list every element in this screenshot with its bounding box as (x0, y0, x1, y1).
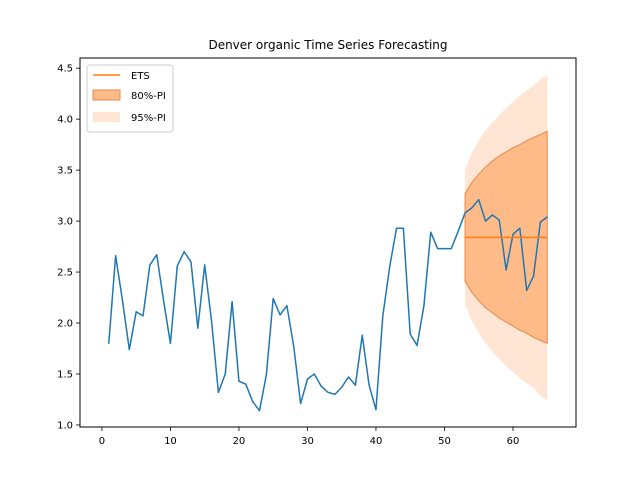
observed-point (478, 199, 480, 201)
observed-point (300, 402, 302, 405)
x-tick-label: 20 (233, 436, 246, 447)
observed-point (443, 248, 446, 250)
x-tick-label: 60 (507, 436, 520, 447)
observed-point (272, 297, 274, 300)
observed-point (265, 374, 267, 376)
observed-point (457, 230, 459, 232)
observed-point (327, 391, 329, 393)
observed-point (306, 378, 309, 380)
observed-point (347, 376, 350, 378)
y-tick-label: 4.5 (57, 64, 73, 75)
observed-point (361, 334, 363, 336)
observed-point (416, 344, 418, 347)
y-tick-label: 3.0 (57, 217, 73, 228)
y-tick-label: 2.5 (57, 268, 73, 279)
observed-point (183, 251, 185, 253)
observed-point (176, 265, 178, 267)
observed-point (423, 305, 425, 307)
observed-point (286, 305, 288, 307)
observed-point (546, 216, 548, 218)
observed-point (169, 342, 172, 345)
observed-point (368, 384, 370, 386)
legend-swatch-80pi (92, 89, 121, 101)
observed-point (539, 221, 541, 223)
observed-point (341, 386, 343, 388)
observed-point (149, 264, 151, 266)
observed-point (245, 383, 247, 385)
observed-point (354, 384, 356, 386)
series-layer (108, 198, 548, 412)
observed-point (135, 311, 137, 313)
observed-point (224, 373, 226, 375)
legend: ETS 80%-PI 95%-PI (86, 64, 174, 133)
observed-point (389, 266, 391, 268)
observed-point (484, 220, 487, 222)
observed-point (437, 248, 439, 250)
y-axis: 1.0 1.5 2.0 2.5 3.0 3.5 4.0 4.5 (57, 64, 80, 431)
observed-point (142, 315, 144, 317)
observed-point (197, 327, 199, 329)
y-tick-label: 4.0 (57, 115, 73, 126)
x-tick-label: 40 (370, 436, 383, 447)
observed-point (464, 212, 466, 214)
x-tick-label: 10 (164, 436, 177, 447)
observed-point (293, 345, 295, 348)
observed-point (258, 410, 261, 412)
x-tick-label: 0 (99, 436, 105, 447)
observed-point (313, 373, 315, 375)
observed-point (505, 269, 507, 271)
observed-point (320, 385, 322, 387)
legend-label-80pi: 80%-PI (131, 91, 166, 102)
legend-swatch-95pi (93, 112, 120, 122)
y-tick-label: 3.5 (57, 166, 73, 177)
y-tick-label: 2.0 (57, 319, 73, 330)
observed-point (526, 289, 528, 292)
observed-point (162, 300, 165, 302)
observed-point (121, 300, 124, 302)
x-tick-label: 30 (301, 436, 314, 447)
chart-title: Denver organic Time Series Forecasting (208, 38, 447, 52)
observed-point (217, 391, 219, 393)
observed-point (204, 264, 206, 266)
y-tick-label: 1.5 (57, 369, 73, 380)
observed-point (430, 231, 432, 233)
observed-point (450, 248, 452, 250)
observed-point (252, 400, 254, 403)
observed-point (402, 227, 404, 229)
observed-point (498, 219, 500, 221)
observed-point (238, 380, 240, 382)
legend-label-ets: ETS (131, 71, 150, 82)
observed-point (409, 333, 411, 335)
plot-frame (79, 57, 577, 428)
y-tick-label: 1.0 (57, 420, 73, 431)
observed-point (279, 314, 281, 316)
observed-point (156, 254, 158, 256)
observed-point (375, 409, 377, 411)
observed-point (231, 301, 233, 303)
observed-point (108, 342, 110, 345)
x-tick-label: 50 (438, 436, 451, 447)
observed-point (512, 233, 514, 235)
observed-point (491, 214, 494, 216)
observed-point (115, 255, 117, 257)
legend-label-95pi: 95%-PI (131, 113, 166, 124)
observed-point (395, 227, 398, 229)
observed-point (210, 320, 213, 322)
observed-point (334, 393, 336, 395)
observed-point (532, 275, 535, 277)
observed-point (519, 227, 521, 229)
observed-point (471, 207, 473, 209)
x-axis: 0 10 20 30 40 50 60 (99, 427, 520, 447)
observed-point (190, 261, 192, 263)
observed-point (128, 348, 130, 351)
observed-point (382, 315, 384, 317)
